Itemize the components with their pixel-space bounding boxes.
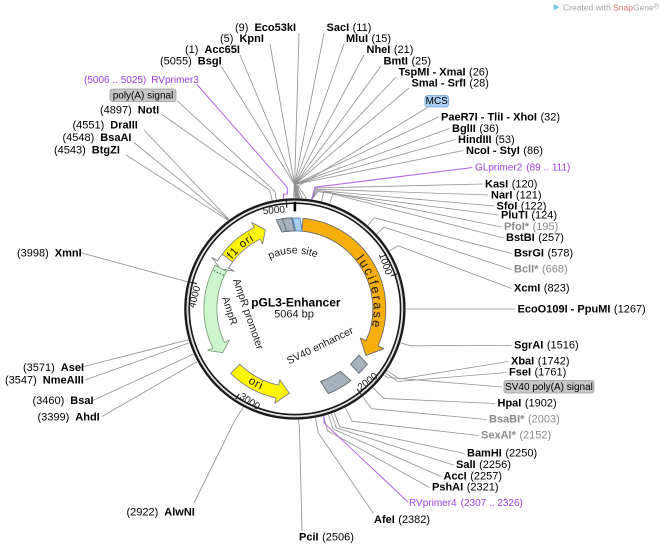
svg-text:MCS: MCS bbox=[426, 96, 449, 107]
svg-text:AccI(2257): AccI (2257) bbox=[444, 471, 503, 483]
svg-text:SfoI(122): SfoI (122) bbox=[497, 201, 547, 213]
svg-text:SacI(11): SacI (11) bbox=[327, 22, 372, 34]
svg-text:FseI(1761): FseI (1761) bbox=[509, 367, 566, 379]
svg-text:PaeR7I - TliI - XhoI(32): PaeR7I - TliI - XhoI (32) bbox=[441, 112, 560, 124]
svg-text:pause site: pause site bbox=[266, 244, 319, 262]
svg-text:BsrGI(578): BsrGI (578) bbox=[514, 248, 573, 260]
svg-text:SgrAI(1516): SgrAI (1516) bbox=[514, 340, 579, 352]
svg-text:5000: 5000 bbox=[262, 204, 285, 217]
svg-text:XbaI(1742): XbaI (1742) bbox=[511, 356, 570, 368]
svg-text:(4897)NotI: (4897) NotI bbox=[100, 105, 159, 117]
svg-text:NarI(121): NarI (121) bbox=[491, 190, 542, 202]
svg-text:BmtI(25): BmtI (25) bbox=[384, 56, 432, 68]
svg-text:NcoI - StyI(86): NcoI - StyI (86) bbox=[466, 145, 543, 157]
svg-text:HindIII(53): HindIII (53) bbox=[458, 134, 515, 146]
svg-text:5064 bp: 5064 bp bbox=[274, 309, 314, 321]
svg-text:AfeI(2382): AfeI (2382) bbox=[374, 514, 430, 526]
svg-text:RVprimer4(2307 .. 2326): RVprimer4 (2307 .. 2326) bbox=[409, 498, 523, 509]
svg-text:KasI(120): KasI (120) bbox=[485, 179, 537, 191]
svg-text:NheI(21): NheI (21) bbox=[367, 44, 414, 56]
svg-text:EcoO109I - PpuMI(1267): EcoO109I - PpuMI (1267) bbox=[518, 304, 646, 316]
svg-text:4000: 4000 bbox=[187, 284, 203, 309]
svg-text:(3571)AseI: (3571) AseI bbox=[23, 362, 84, 374]
svg-text:(3547)NmeAIII: (3547) NmeAIII bbox=[5, 375, 84, 387]
svg-text:(5055)BsgI: (5055) BsgI bbox=[160, 56, 222, 68]
svg-text:BglII(36): BglII (36) bbox=[452, 123, 499, 135]
svg-text:(3399)AhdI: (3399) AhdI bbox=[38, 412, 100, 424]
svg-text:pGL3-Enhancer: pGL3-Enhancer bbox=[251, 296, 341, 310]
svg-text:BsaBI*(2003): BsaBI* (2003) bbox=[489, 414, 560, 426]
svg-text:(1)Acc65I: (1) Acc65I bbox=[185, 44, 240, 56]
svg-text:Created with SnapGene®: Created with SnapGene® bbox=[563, 3, 660, 13]
svg-text:(3460)BsaI: (3460) BsaI bbox=[33, 395, 94, 407]
svg-text:(5006 .. 5025)RVprimer3: (5006 .. 5025) RVprimer3 bbox=[84, 75, 199, 86]
svg-text:(5)KpnI: (5) KpnI bbox=[220, 33, 264, 45]
svg-text:HpaI(1902): HpaI (1902) bbox=[498, 398, 557, 410]
svg-text:SmaI - SrfI(28): SmaI - SrfI (28) bbox=[412, 78, 489, 90]
svg-text:poly(A) signal: poly(A) signal bbox=[113, 91, 174, 102]
svg-text:SV40 poly(A) signal: SV40 poly(A) signal bbox=[505, 382, 593, 393]
svg-text:SalI(2256): SalI (2256) bbox=[456, 459, 511, 471]
svg-text:PciI(2506): PciI (2506) bbox=[299, 532, 354, 544]
